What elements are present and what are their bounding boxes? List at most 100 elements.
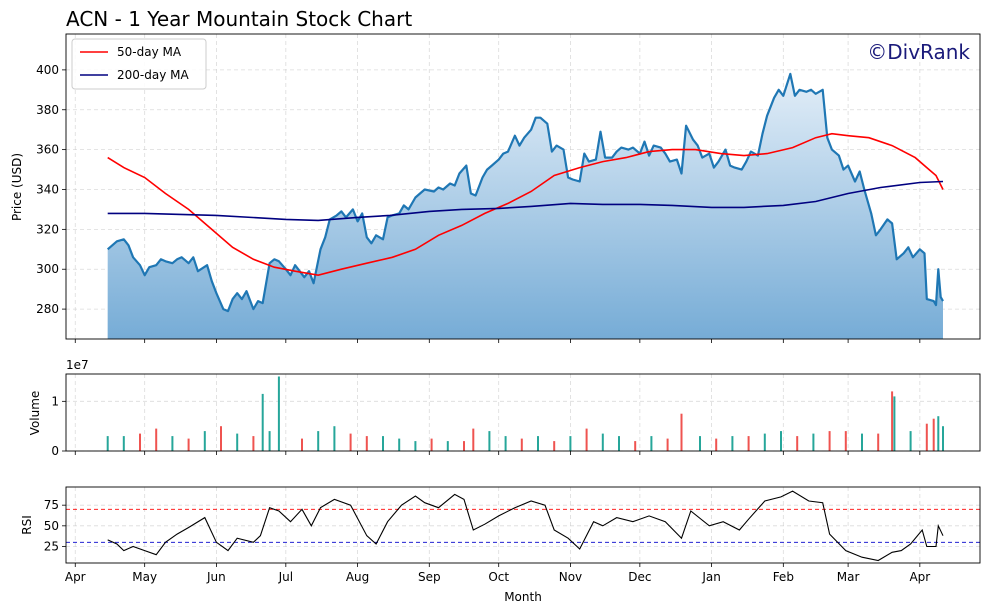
volume-bar xyxy=(844,431,847,451)
volume-bar xyxy=(666,438,669,451)
volume-bar xyxy=(333,426,336,451)
volume-bar xyxy=(932,418,935,451)
volume-panel: 01 xyxy=(51,373,981,458)
volume-bar xyxy=(877,433,880,451)
legend: 50-day MA 200-day MA xyxy=(71,38,207,90)
x-tick-label: Apr xyxy=(65,570,86,584)
volume-scale-label: 1e7 xyxy=(66,358,89,372)
legend-label-200ma: 200-day MA xyxy=(117,68,189,82)
volume-bar xyxy=(268,431,271,451)
x-tick-label: Mar xyxy=(837,570,860,584)
volume-bar xyxy=(812,433,815,451)
volume-bar xyxy=(585,428,588,451)
volume-frame xyxy=(65,373,981,452)
price-ytick-label: 320 xyxy=(36,222,59,236)
price-axis-label: Price (USD) xyxy=(10,153,24,221)
volume-bar xyxy=(382,436,384,451)
volume-bar xyxy=(155,428,158,451)
volume-bar xyxy=(504,436,507,451)
x-tick-label: Aug xyxy=(346,570,369,584)
x-tick-label: Feb xyxy=(773,570,794,584)
volume-bar xyxy=(942,426,944,451)
volume-axis-label: Volume xyxy=(28,391,42,436)
price-line xyxy=(106,72,944,313)
rsi-line xyxy=(107,490,944,562)
volume-bar xyxy=(715,438,718,451)
x-tick-label: Jul xyxy=(278,570,293,584)
volume-bar xyxy=(187,438,190,451)
volume-bar xyxy=(861,433,863,451)
volume-bar xyxy=(472,428,475,451)
rsi-ytick-label: 75 xyxy=(44,498,59,512)
volume-bar xyxy=(349,433,352,451)
volume-bar xyxy=(747,436,750,451)
price-ytick-label: 340 xyxy=(36,182,59,196)
rsi-axis-label: RSI xyxy=(20,515,34,535)
volume-bar xyxy=(650,436,653,451)
x-tick-label: Sep xyxy=(418,570,441,584)
volume-bar xyxy=(780,431,782,451)
volume-bar xyxy=(537,436,539,451)
x-tick-label: Apr xyxy=(909,570,930,584)
volume-bar xyxy=(634,441,637,451)
volume-bar xyxy=(937,416,940,451)
volume-bar xyxy=(414,441,417,451)
rsi-ytick-label: 25 xyxy=(44,539,59,553)
volume-bar xyxy=(398,438,401,451)
volume-bar xyxy=(601,433,604,451)
price-ytick-label: 300 xyxy=(36,262,59,276)
volume-bar xyxy=(699,436,701,451)
volume-bar xyxy=(252,436,255,451)
volume-bar xyxy=(171,436,174,451)
volume-bar xyxy=(553,441,556,451)
x-tick-label: May xyxy=(132,570,157,584)
x-tick-label: Jun xyxy=(206,570,226,584)
volume-bar xyxy=(220,426,222,451)
volume-ytick-label: 1 xyxy=(51,394,59,408)
price-frame xyxy=(65,33,981,340)
ma50-line xyxy=(107,132,944,277)
rsi-panel: 25 50 75 Apr May Jun Jul Aug Sep Oct Nov Dec Jan Feb M… xyxy=(44,486,981,584)
volume-bar xyxy=(925,423,928,451)
volume-bar xyxy=(891,391,894,451)
ma200-line xyxy=(107,180,944,222)
price-ytick-label: 280 xyxy=(36,302,59,316)
volume-bar xyxy=(277,376,280,451)
volume-bar xyxy=(122,436,125,451)
x-tick-label: Nov xyxy=(559,570,582,584)
price-panel: 280 300 320 340 360 380 400 xyxy=(36,33,981,343)
volume-bar xyxy=(317,431,320,451)
volume-bar xyxy=(488,431,491,451)
volume-bar xyxy=(763,433,766,451)
rsi-ytick-label: 50 xyxy=(44,519,59,533)
volume-bar xyxy=(893,396,896,451)
price-ytick-label: 360 xyxy=(36,143,59,157)
x-tick-label: Dec xyxy=(628,570,651,584)
volume-bar xyxy=(301,438,303,451)
volume-bar xyxy=(909,431,912,451)
price-ytick-label: 380 xyxy=(36,103,59,117)
volume-bar xyxy=(731,436,734,451)
volume-bar xyxy=(106,436,109,451)
volume-bar xyxy=(796,436,799,451)
volume-bar xyxy=(463,441,465,451)
volume-bar xyxy=(430,438,433,451)
legend-label-50ma: 50-day MA xyxy=(117,45,182,59)
volume-bar xyxy=(520,438,523,451)
volume-bar xyxy=(680,413,683,451)
volume-bar xyxy=(446,441,449,451)
volume-bar xyxy=(569,436,572,451)
volume-bar xyxy=(236,433,239,451)
chart-title: ACN - 1 Year Mountain Stock Chart xyxy=(66,7,412,31)
x-tick-label: Jan xyxy=(701,570,721,584)
volume-bar xyxy=(139,433,141,451)
rsi-frame xyxy=(65,486,981,564)
volume-bar xyxy=(618,436,620,451)
x-axis-label: Month xyxy=(504,590,542,604)
volume-bar xyxy=(261,393,264,451)
volume-bar xyxy=(203,431,206,451)
volume-bar xyxy=(828,431,831,451)
volume-ytick-label: 0 xyxy=(51,444,59,458)
price-ytick-label: 400 xyxy=(36,63,59,77)
